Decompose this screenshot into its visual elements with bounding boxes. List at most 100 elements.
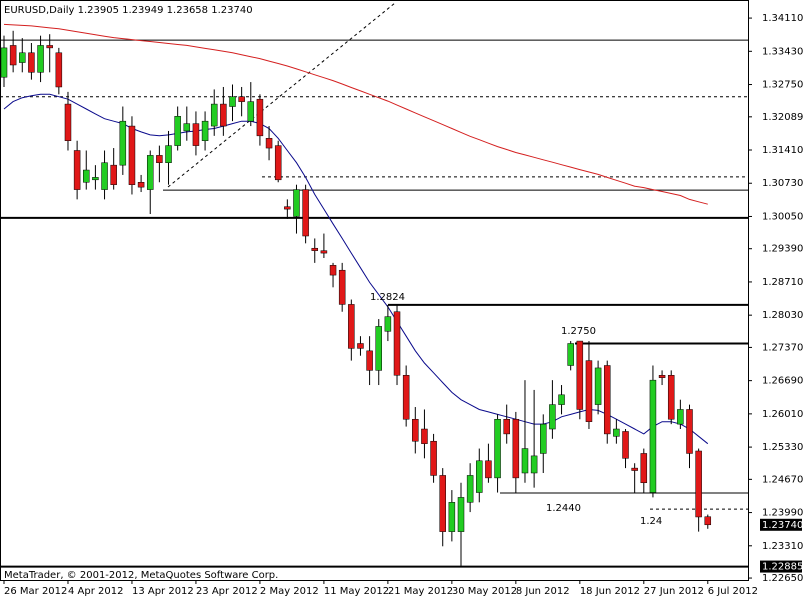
candle-body: [457, 497, 465, 532]
y-tick-label: 1.23310: [762, 541, 803, 552]
candle-body: [55, 52, 63, 88]
candle-body: [402, 375, 410, 420]
candle-body: [165, 145, 172, 163]
candle-body: [393, 311, 401, 376]
candle-body: [256, 98, 264, 137]
moving-average: [3, 23, 708, 205]
candle-body: [19, 52, 26, 63]
annotation: 1.2824: [370, 292, 405, 303]
x-tick-label: 4 Apr 2012: [68, 586, 123, 597]
candle-body: [46, 45, 53, 49]
annotation: 1.24: [640, 516, 662, 527]
x-tick-label: 23 Apr 2012: [196, 586, 258, 597]
x-tick-label: 2 May 2012: [260, 586, 319, 597]
candle-body: [530, 455, 538, 474]
candle-body: [603, 365, 611, 435]
candle-body: [311, 247, 319, 251]
candle-body: [503, 418, 510, 435]
candle-body: [210, 103, 218, 127]
candle-body: [613, 428, 620, 437]
annotation: 1.2750: [561, 326, 596, 337]
candle-body: [540, 423, 547, 454]
price-label: 1.22885: [762, 562, 803, 573]
candle-body: [430, 440, 437, 476]
y-tick-label: 1.33430: [762, 46, 803, 57]
candle-body: [156, 155, 163, 163]
candle-body: [677, 409, 684, 425]
y-tick-label: 1.22650: [762, 573, 803, 584]
candle-body: [649, 379, 657, 493]
candle-body: [476, 460, 483, 493]
candle-body: [439, 475, 446, 532]
candle-body: [494, 418, 501, 479]
candle-body: [521, 448, 529, 474]
candle-body: [110, 164, 117, 185]
x-tick-label: 13 Apr 2012: [132, 586, 194, 597]
candle-body: [695, 450, 702, 518]
candle-body: [0, 47, 8, 78]
y-tick-label: 1.30730: [762, 178, 803, 189]
candle-body: [119, 120, 127, 166]
x-tick-label: 11 May 2012: [324, 586, 389, 597]
y-tick-label: 1.25330: [762, 442, 803, 453]
x-tick-label: 26 Mar 2012: [4, 586, 67, 597]
trendline: [167, 2, 396, 188]
candle-body: [329, 265, 337, 276]
x-tick-label: 18 Jun 2012: [580, 586, 640, 597]
footer: MetaTrader, © 2001-2012, MetaQuotes Soft…: [4, 570, 278, 581]
candle-body: [558, 394, 565, 405]
candle-body: [631, 467, 638, 471]
candle-body: [128, 125, 136, 185]
x-tick-label: 6 Jul 2012: [708, 586, 758, 597]
candle-body: [348, 304, 355, 349]
chart-title: EURUSD,Daily 1.23905 1.23949 1.23658 1.2…: [4, 5, 253, 16]
price-label: 1.23740: [762, 520, 803, 531]
candle-body: [448, 502, 456, 532]
y-tick-label: 1.32089: [762, 112, 803, 123]
candle-body: [640, 453, 648, 484]
candle-body: [585, 360, 593, 422]
candle-body: [686, 409, 693, 454]
candle-body: [9, 45, 17, 66]
candle-body: [567, 343, 574, 366]
y-tick-label: 1.31410: [762, 145, 803, 156]
candle-body: [265, 138, 273, 149]
candle-body: [485, 460, 492, 479]
candle-body: [137, 182, 145, 188]
candle-body: [667, 375, 675, 420]
y-tick-label: 1.24670: [762, 474, 803, 485]
candle-body: [229, 96, 236, 107]
candle-body: [274, 145, 282, 181]
price-label-box: [760, 560, 802, 573]
candle-body: [320, 250, 328, 254]
candle-body: [384, 316, 392, 332]
plot-frame: [0, 0, 749, 581]
price-label-box: [760, 518, 802, 531]
candle-body: [28, 52, 35, 73]
candle-body: [366, 350, 373, 371]
candle-body: [192, 123, 200, 146]
candle-body: [293, 189, 300, 217]
x-tick-label: 30 May 2012: [452, 586, 517, 597]
y-tick-label: 1.27370: [762, 342, 803, 353]
x-tick-label: 21 May 2012: [388, 586, 453, 597]
candle-body: [302, 189, 309, 237]
y-tick-label: 1.32750: [762, 80, 803, 91]
candle-body: [338, 269, 346, 305]
candle-body: [357, 343, 364, 349]
candle-body: [238, 96, 245, 102]
candle-body: [549, 404, 556, 430]
candle-body: [658, 375, 666, 378]
candle-body: [594, 367, 602, 405]
y-tick-label: 1.23990: [762, 508, 803, 519]
candle-body: [201, 120, 209, 141]
candle-body: [421, 428, 428, 444]
candle-body: [146, 155, 154, 190]
y-tick-label: 1.26010: [762, 409, 803, 420]
candle-body: [512, 418, 520, 479]
x-tick-label: 27 Jun 2012: [644, 586, 704, 597]
candle-body: [412, 418, 419, 442]
candle-body: [64, 103, 72, 141]
